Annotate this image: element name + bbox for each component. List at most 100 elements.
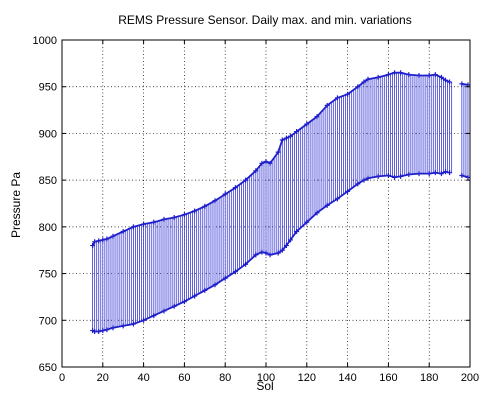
min-point — [459, 172, 465, 178]
min-point — [385, 172, 391, 178]
min-point — [202, 287, 208, 293]
max-point — [406, 72, 412, 78]
min-point — [324, 202, 330, 208]
max-point — [96, 238, 102, 244]
max-point — [171, 215, 177, 221]
min-point — [120, 323, 126, 329]
max-point — [92, 239, 98, 245]
y-axis-label: Pressure Pa — [9, 172, 23, 238]
min-point — [406, 172, 412, 178]
min-point — [161, 308, 167, 314]
min-point — [253, 252, 259, 258]
max-point — [361, 79, 367, 85]
max-point — [151, 219, 157, 225]
min-point — [171, 303, 177, 309]
x-tick-label: 60 — [178, 372, 190, 384]
min-point — [438, 171, 444, 177]
min-point — [283, 243, 289, 249]
y-tick-label: 800 — [39, 222, 57, 234]
max-point — [141, 221, 147, 227]
max-point — [324, 102, 330, 108]
y-tick-label: 950 — [39, 82, 57, 94]
max-point — [275, 149, 281, 155]
min-point — [361, 177, 367, 183]
min-point — [243, 261, 249, 267]
max-point — [243, 177, 249, 183]
min-point — [432, 170, 438, 176]
x-tick-label: 40 — [137, 372, 149, 384]
max-point — [90, 243, 96, 249]
min-point — [263, 250, 269, 256]
y-tick-label: 700 — [39, 315, 57, 327]
min-point — [232, 269, 238, 275]
x-tick-label: 80 — [219, 372, 231, 384]
y-tick-label: 650 — [39, 362, 57, 374]
x-tick-label: 160 — [379, 372, 397, 384]
max-point — [161, 216, 167, 222]
max-point — [416, 73, 422, 79]
min-point — [275, 250, 281, 256]
max-point — [192, 208, 198, 214]
min-point — [100, 328, 106, 334]
x-tick-label: 140 — [338, 372, 356, 384]
y-tick-label: 850 — [39, 175, 57, 187]
max-point — [279, 137, 285, 143]
x-tick-label: 180 — [420, 372, 438, 384]
min-point — [110, 325, 116, 331]
min-point — [181, 299, 187, 305]
min-point — [267, 252, 273, 258]
max-point — [104, 236, 110, 242]
max-point — [304, 121, 310, 127]
chart-title: REMS Pressure Sensor. Daily max. and min… — [118, 13, 411, 27]
min-point — [426, 171, 432, 177]
min-point — [141, 317, 147, 323]
series-markers — [90, 70, 471, 334]
min-point — [212, 282, 218, 288]
x-axis-label: Sol — [256, 379, 273, 393]
x-ticks: 0 20 40 60 80 100 120 140 160 180 200 — [59, 40, 479, 384]
max-point — [314, 114, 320, 120]
min-point — [334, 196, 340, 202]
max-point — [212, 198, 218, 204]
min-point — [304, 219, 310, 225]
max-point — [392, 70, 398, 76]
min-point — [287, 237, 293, 243]
min-point — [392, 174, 398, 180]
min-point — [443, 169, 449, 175]
max-point — [385, 72, 391, 78]
max-point — [267, 160, 273, 166]
min-point — [416, 171, 422, 177]
max-point — [253, 168, 259, 174]
max-point — [365, 76, 371, 82]
max-point — [232, 185, 238, 191]
max-point — [345, 91, 351, 97]
max-point — [222, 191, 228, 197]
max-point — [334, 95, 340, 101]
min-point — [355, 181, 361, 187]
max-point — [259, 160, 265, 166]
max-point — [375, 74, 381, 80]
max-point — [398, 70, 404, 76]
max-point — [181, 212, 187, 218]
min-point — [314, 210, 320, 216]
min-point — [279, 247, 285, 253]
min-point — [345, 188, 351, 194]
max-point — [263, 158, 269, 164]
min-point — [104, 327, 110, 333]
x-tick-label: 100 — [257, 372, 275, 384]
min-point — [192, 293, 198, 299]
max-point — [443, 77, 449, 83]
max-point — [100, 237, 106, 243]
min-point — [151, 313, 157, 319]
max-point — [294, 129, 300, 135]
x-tick-label: 200 — [461, 372, 479, 384]
max-point — [355, 84, 361, 90]
x-tick-label: 0 — [59, 372, 65, 384]
y-tick-label: 900 — [39, 128, 57, 140]
y-ticks: 650 700 750 800 850 900 950 1000 — [33, 35, 470, 374]
max-point — [110, 233, 116, 239]
max-point — [202, 203, 208, 209]
max-point — [120, 229, 126, 235]
min-point — [447, 170, 453, 176]
